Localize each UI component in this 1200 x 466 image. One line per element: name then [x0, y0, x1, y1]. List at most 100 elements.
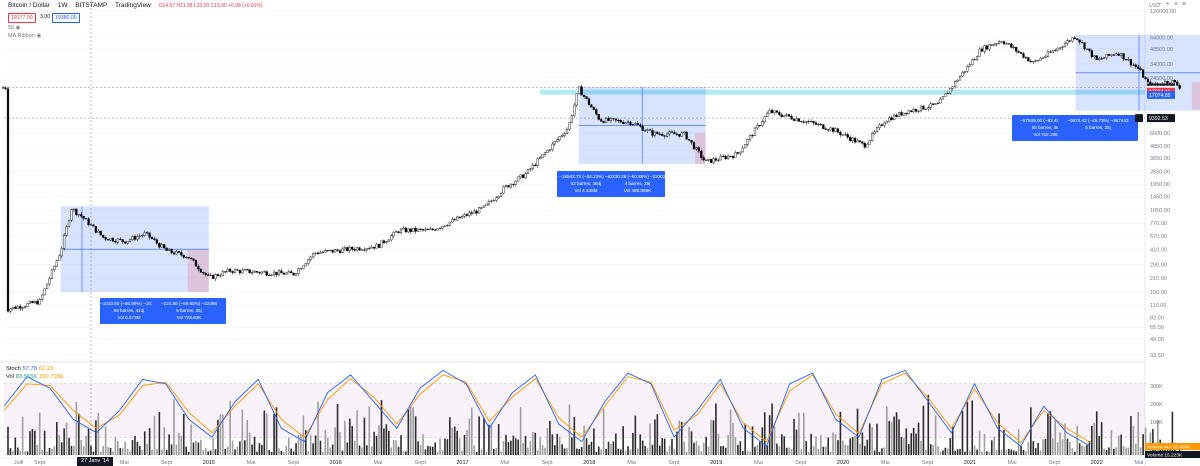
candle-body [290, 271, 293, 274]
candle-body [941, 96, 945, 100]
volume-bar [141, 450, 144, 455]
eye-icon[interactable]: ◉ [36, 33, 42, 39]
volume-bar [414, 416, 417, 455]
volume-bar [353, 440, 356, 455]
price-axis-label: 24500.00 [1150, 76, 1173, 82]
volume-bar [671, 438, 673, 455]
candle-body [927, 107, 930, 110]
interval[interactable]: 1W [57, 2, 68, 9]
candle-body [53, 266, 56, 271]
candle-body [971, 59, 974, 66]
candle-body [748, 135, 752, 140]
volume-bar [629, 449, 632, 455]
candle-body [578, 86, 581, 94]
candle-body [656, 131, 659, 135]
candle-body [99, 230, 102, 236]
volume-bar [117, 441, 119, 455]
candle-body [697, 147, 700, 152]
indicator-ema-label[interactable]: 50 ◉ [8, 25, 20, 31]
candle-body [797, 118, 801, 122]
candle-body [565, 129, 569, 134]
plus-icon[interactable]: + [1165, 1, 1174, 8]
candle-body [172, 252, 176, 255]
settings-icon[interactable] [1135, 114, 1143, 123]
volume-bar [453, 426, 456, 455]
minus-icon[interactable]: − [1157, 1, 1166, 8]
volume-bar [995, 449, 998, 455]
candle-body [1110, 54, 1113, 56]
volume-bar [19, 450, 22, 455]
volume-bar [380, 400, 383, 455]
candle-body [1051, 50, 1054, 53]
volume-bar [236, 446, 239, 455]
candle-body [951, 86, 954, 89]
volume-bar [1130, 416, 1132, 455]
volume-bar [92, 451, 95, 455]
candle-body [568, 122, 571, 130]
candle-body [170, 248, 173, 253]
candle-body [373, 246, 376, 249]
candle-body [1127, 59, 1130, 61]
volume-bar [612, 441, 615, 455]
volume-bar [165, 449, 168, 455]
candle-body [1037, 60, 1040, 62]
volume-bar [619, 449, 622, 455]
candle-body [944, 93, 947, 97]
candle-body [490, 200, 493, 202]
close-icon[interactable]: × [1173, 1, 1182, 8]
time-axis-label: 2019 [710, 460, 722, 466]
measure-range-box[interactable] [695, 132, 706, 165]
sell-price[interactable]: 19177.00 [8, 13, 36, 23]
candle-body [1054, 49, 1057, 52]
candle-body [165, 247, 168, 251]
volume-bar [309, 434, 312, 455]
candle-body [675, 133, 678, 135]
volume-legend[interactable]: Vol 83.555K 150.718K [6, 374, 64, 380]
candle-body [687, 139, 691, 141]
symbol-name[interactable]: Bitcoin / Dollar [8, 2, 50, 9]
candle-body [363, 249, 366, 251]
indicator-ma-ribbon-label[interactable]: MA Ribbon ◉ [8, 33, 41, 39]
candle-body [1093, 55, 1096, 58]
measure-label-text: Vol 6.573M [118, 315, 141, 320]
volume-bar [1022, 449, 1025, 455]
candle-body [910, 110, 913, 112]
measure-range-box[interactable] [1191, 82, 1200, 110]
support-band [540, 89, 1145, 95]
volume-bar [1015, 451, 1017, 455]
buy-price[interactable]: 19380.00 [52, 13, 80, 23]
stoch-legend[interactable]: Stoch 57.78 62.23 [6, 366, 53, 372]
candle-body [902, 112, 905, 116]
candle-body [954, 81, 957, 87]
candle-body [1088, 48, 1091, 51]
volume-bar [1059, 432, 1061, 455]
candle-body [11, 306, 14, 310]
candle-body [280, 270, 283, 274]
volume-bar [527, 447, 529, 455]
volume-bar [143, 431, 146, 455]
measure-label-text: 5 barres, 35j [176, 308, 202, 313]
candle-body [121, 239, 124, 243]
measure-label-box [1058, 115, 1138, 141]
window-toolbar: −+×≡ [1158, 1, 1190, 8]
volume-bar [187, 451, 190, 455]
candle-body [517, 176, 520, 182]
volume-bar [939, 451, 942, 455]
volume-bar [744, 423, 747, 455]
candle-body [1107, 54, 1111, 56]
volume-bar [346, 442, 349, 455]
volume-bar [36, 445, 39, 455]
candle-body [746, 139, 749, 145]
menu-icon[interactable]: ≡ [1181, 1, 1190, 8]
volume-bar [1125, 447, 1127, 455]
volume-bar [885, 406, 888, 455]
candle-body [827, 129, 830, 131]
volume-bar [900, 436, 903, 455]
candle-body [985, 45, 988, 50]
candle-body [1095, 55, 1098, 60]
volume-bar [754, 446, 756, 455]
eye-icon[interactable]: ◉ [15, 25, 21, 31]
candle-body [321, 251, 325, 253]
volume-bar [934, 415, 937, 455]
